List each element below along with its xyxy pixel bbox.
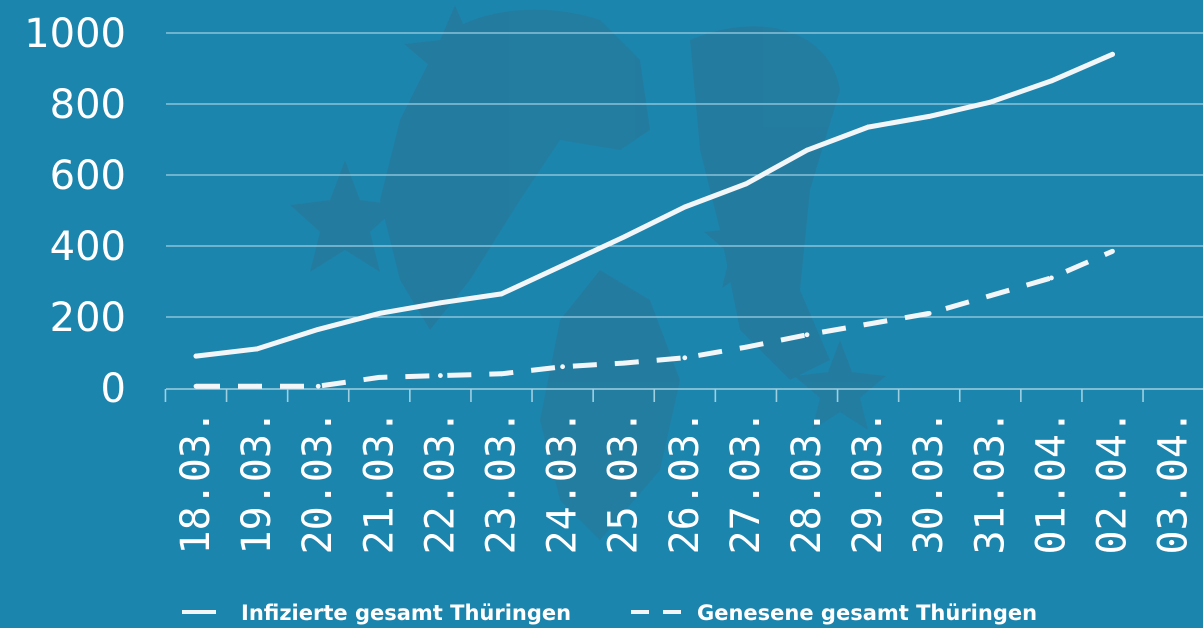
data-point [315, 383, 321, 389]
data-point [254, 346, 260, 352]
x-tick-label: 25.03. [601, 410, 647, 555]
x-tick-label: 20.03. [295, 410, 341, 555]
data-point [254, 383, 260, 389]
data-point [926, 114, 932, 119]
data-point [804, 332, 810, 338]
data-point [1049, 78, 1054, 84]
coat-of-arms-watermark [290, 5, 886, 540]
y-tick-label: 800 [50, 82, 126, 128]
data-point [376, 311, 382, 316]
x-tick-label: 31.03. [967, 410, 1013, 555]
legend: Infizierte gesamt Thüringen Genesene ges… [182, 601, 1037, 625]
data-point [376, 374, 382, 380]
y-tick-label: 400 [50, 224, 126, 270]
data-point [193, 383, 199, 389]
series-line-0 [193, 51, 1115, 359]
x-tick-label: 24.03. [540, 410, 586, 555]
grid [166, 32, 1203, 318]
plot-area [193, 51, 1115, 389]
data-point [560, 364, 565, 370]
series-line-1 [196, 249, 1114, 389]
legend-label: Infizierte gesamt Thüringen [241, 601, 571, 625]
data-point [987, 99, 993, 105]
data-point [743, 181, 749, 187]
data-point [621, 360, 627, 366]
data-point [682, 355, 688, 361]
legend-label: Genesene gesamt Thüringen [697, 601, 1037, 625]
data-point [315, 327, 321, 332]
x-tick-label: 26.03. [662, 410, 708, 555]
data-point [438, 373, 443, 378]
y-tick-label: 600 [50, 153, 126, 199]
y-tick-label: 1000 [24, 11, 126, 57]
x-tick-label: 02.04. [1090, 410, 1136, 555]
data-point [804, 147, 810, 153]
data-point [438, 300, 443, 306]
data-point [743, 344, 749, 350]
x-tick-label: 30.03. [906, 410, 952, 555]
data-point [682, 204, 688, 210]
data-point [499, 371, 504, 377]
x-tick-label: 21.03. [356, 410, 402, 555]
x-tick-label: 28.03. [784, 410, 830, 555]
x-tick-label: 22.03. [417, 410, 463, 554]
data-point [987, 293, 993, 299]
x-tick-label: 18.03. [173, 410, 219, 555]
x-tick-label: 19.03. [234, 410, 280, 555]
y-axis: 0 200 400 600 800 1000 [24, 11, 126, 412]
x-tick-label: 01.04. [1028, 410, 1074, 555]
data-point [499, 291, 504, 297]
x-tick-label: 03.04. [1151, 410, 1197, 555]
data-point [1110, 248, 1115, 254]
x-axis: 18.03. 19.03. 20.03. 21.03. 22.03. 23.03. 24.0… [164, 388, 1203, 555]
data-point [926, 311, 932, 316]
y-tick-label: 0 [101, 366, 126, 412]
data-point [621, 234, 627, 240]
data-point [1110, 51, 1115, 57]
x-tick-label: 23.03. [479, 410, 525, 555]
x-tick-label: 29.03. [845, 410, 891, 555]
y-tick-label: 200 [50, 295, 126, 341]
data-point [1049, 275, 1054, 281]
data-point [865, 124, 871, 130]
x-tick-label: 27.03. [723, 410, 769, 555]
data-point [865, 321, 871, 327]
data-point [560, 263, 565, 268]
data-point [193, 353, 199, 359]
